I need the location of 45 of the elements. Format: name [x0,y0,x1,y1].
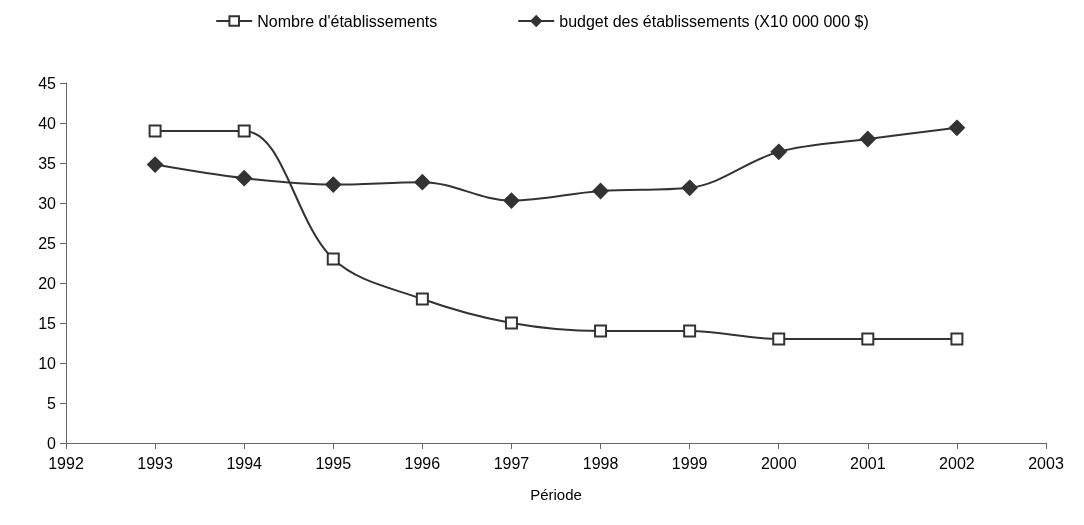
point [950,332,964,346]
x-tick-label: 2000 [760,454,797,472]
point [326,252,340,266]
y-tick-label: 45 [38,74,57,92]
x-tick-label: 1997 [493,454,530,472]
x-tick-label: 1993 [137,454,173,472]
y-tick-label: 25 [38,234,57,252]
point [859,131,876,147]
legend-label: budget des établissements (X10 000 000 $) [559,12,869,30]
point [237,124,251,138]
y-tick-label: 40 [38,114,57,132]
legend-label: Nombre d'établissements [257,12,438,30]
point [683,324,697,338]
x-tick-label: 2001 [850,454,886,472]
x-tick-label: 2003 [1028,454,1064,472]
x-tick-label: 1995 [315,454,352,472]
y-tick-label: 30 [38,194,57,212]
point [592,183,609,199]
point [861,332,875,346]
point [147,156,164,173]
point [325,176,342,193]
x-tick-label: 1996 [404,454,441,472]
point [503,192,520,209]
point [415,292,429,306]
x-tick-label: 1998 [582,454,619,472]
x-tick-label: 1992 [48,454,84,472]
point [504,316,518,330]
y-tick-label: 0 [47,434,57,452]
x-tick-label: 1999 [671,454,708,472]
y-tick-label: 20 [38,274,57,292]
point [681,179,698,196]
point [948,119,965,136]
y-tick-label: 10 [38,354,57,372]
x-tick-label: 1994 [226,454,263,472]
point [414,174,431,191]
y-tick-label: 35 [38,154,57,172]
y-tick-label: 5 [47,394,57,412]
point [236,170,253,187]
y-tick-label: 15 [38,314,57,332]
point [148,124,162,138]
point [772,332,786,346]
point [594,324,608,338]
point [770,143,787,160]
x-axis-title: Période [530,486,582,503]
x-tick-label: 2002 [939,454,975,472]
